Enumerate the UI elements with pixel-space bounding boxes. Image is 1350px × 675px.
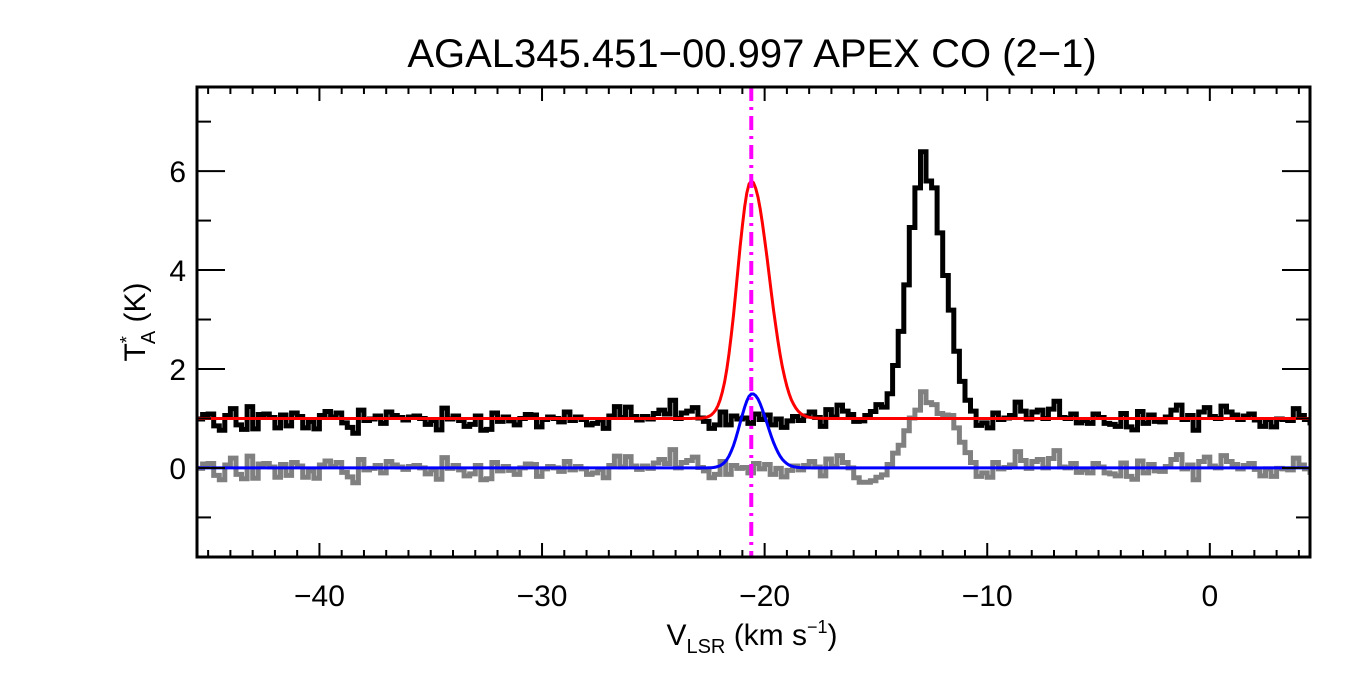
- y-tick-label: 4: [169, 255, 186, 288]
- y-axis-label-subscript: A: [138, 330, 160, 344]
- x-tick-label: 0: [1201, 580, 1218, 613]
- x-tick-label: −20: [739, 580, 790, 613]
- x-tick-label: −30: [517, 580, 568, 613]
- y-axis-label: T*A (K): [117, 282, 160, 361]
- chart-title: AGAL345.451−00.997 APEX CO (2−1): [407, 32, 1096, 76]
- x-tick-label: −40: [294, 580, 345, 613]
- y-tick-label: 6: [169, 156, 186, 189]
- y-tick-label: 0: [169, 453, 186, 486]
- gaussian-fit-curve: [197, 178, 1310, 420]
- residual-fit-curve: [197, 392, 1310, 470]
- y-tick-label: 2: [169, 354, 186, 387]
- y-axis-label-unit: (K): [119, 282, 152, 330]
- y-axis-label-superscript: *: [117, 336, 137, 343]
- x-axis-label: VLSR (km s−1): [666, 617, 837, 658]
- axis-ticks: [197, 87, 1310, 557]
- x-axis-label-superscript: −1: [807, 617, 828, 637]
- x-tick-label: −10: [962, 580, 1013, 613]
- plot-content: [197, 87, 1310, 557]
- y-axis-label-main: T: [119, 343, 152, 361]
- x-axis-label-subscript: LSR: [686, 636, 725, 658]
- x-axis-label-unit: (km s: [725, 619, 807, 652]
- tick-labels: −40 −30 −20 −10 0 0 2 4 6: [169, 156, 1218, 613]
- plot-frame: [195, 85, 1312, 559]
- plot-area: [197, 87, 1310, 557]
- observed-spectrum-line: [197, 149, 1310, 436]
- x-axis-label-close: ): [828, 619, 838, 652]
- x-axis-label-main: V: [666, 619, 686, 652]
